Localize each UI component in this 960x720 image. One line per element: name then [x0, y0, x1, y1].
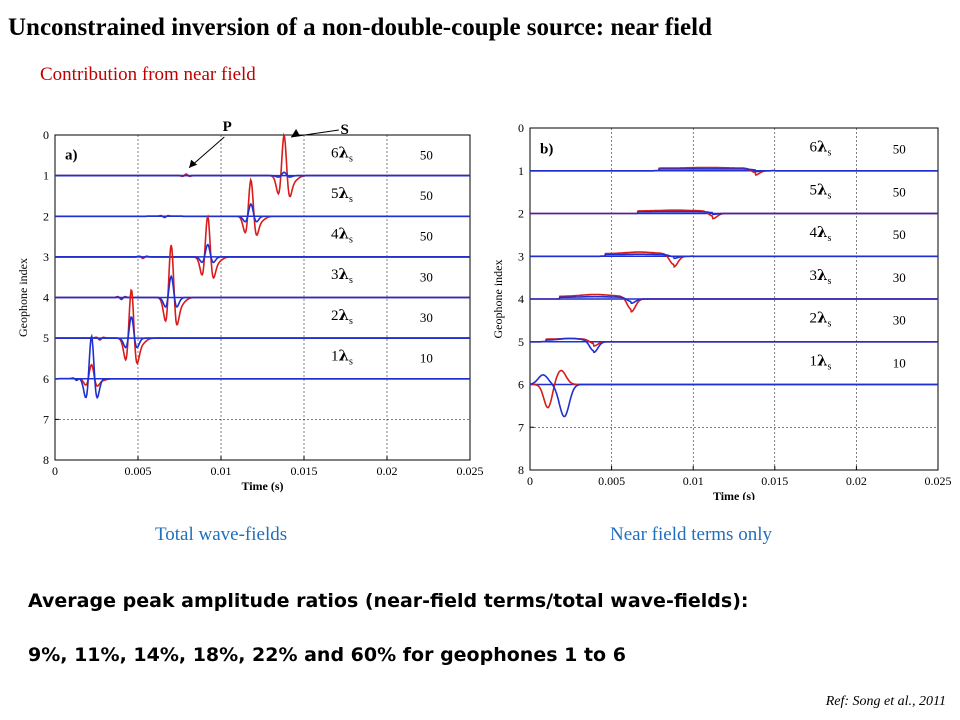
y-tick-label: 4 — [518, 292, 524, 306]
scale-label: 10 — [420, 351, 433, 366]
scale-label: 30 — [420, 310, 433, 325]
red-trace — [55, 132, 470, 198]
p-wave-label: P — [223, 119, 232, 135]
distance-label: 4λs — [809, 223, 831, 244]
distance-label: 3λs — [809, 266, 831, 287]
x-tick-label: 0.02 — [377, 464, 398, 478]
x-axis-label: Time (s) — [713, 489, 755, 500]
blue-trace — [55, 274, 470, 308]
slide-title: Unconstrained inversion of a non-double-… — [8, 14, 712, 41]
summary-line-1: Average peak amplitude ratios (near-fiel… — [28, 590, 749, 612]
blue-trace — [55, 243, 470, 264]
scale-label: 50 — [893, 142, 906, 157]
blue-trace — [55, 333, 470, 400]
p-arrow — [188, 136, 225, 169]
y-tick-label: 8 — [518, 463, 524, 477]
reference-text: Ref: Song et al., 2011 — [825, 694, 946, 709]
y-axis-label: Geophone index — [491, 260, 505, 339]
y-tick-label: 4 — [43, 291, 49, 305]
summary-line-2: 9%, 11%, 14%, 18%, 22% and 60% for geoph… — [28, 644, 626, 666]
y-axis-label: Geophone index — [16, 258, 30, 337]
distance-label: 6λs — [809, 138, 831, 159]
red-trace — [530, 369, 938, 409]
x-tick-label: 0 — [52, 464, 58, 478]
y-tick-label: 6 — [43, 372, 49, 386]
y-tick-label: 0 — [43, 128, 49, 142]
blue-trace — [55, 202, 470, 223]
distance-label: 5λs — [331, 184, 353, 205]
distance-label: 2λs — [809, 309, 831, 330]
distance-label: 3λs — [331, 265, 353, 286]
y-tick-label: 3 — [518, 249, 524, 263]
blue-trace — [529, 374, 938, 418]
scale-label: 30 — [893, 313, 906, 328]
y-tick-label: 7 — [43, 412, 49, 426]
distance-label: 5λs — [809, 180, 831, 201]
caption-total-wavefields: Total wave-fields — [155, 524, 288, 545]
distance-label: 1λs — [809, 351, 831, 372]
panel-label: b) — [540, 142, 553, 158]
red-trace — [55, 363, 470, 387]
x-tick-label: 0.015 — [761, 474, 788, 488]
scale-label: 50 — [420, 229, 433, 244]
blue-trace — [530, 337, 938, 354]
y-tick-label: 3 — [43, 250, 49, 264]
x-tick-label: 0.01 — [211, 464, 232, 478]
x-axis-label: Time (s) — [241, 479, 283, 493]
blue-trace — [55, 316, 470, 349]
y-tick-label: 2 — [518, 207, 524, 221]
x-tick-label: 0.01 — [683, 474, 704, 488]
scale-label: 50 — [893, 184, 906, 199]
x-tick-label: 0.025 — [925, 474, 952, 488]
total-wavefield-plot: 0 0.005 0.01 0.015 0.02 0.025 0 1 2 3 4 5 6 7 8 Time (s… — [16, 119, 484, 493]
y-tick-label: 5 — [43, 331, 49, 345]
red-trace — [55, 214, 470, 280]
scale-label: 10 — [893, 355, 906, 370]
y-tick-label: 7 — [518, 420, 524, 434]
y-tick-label: 1 — [43, 169, 49, 183]
scale-label: 50 — [420, 188, 433, 203]
red-trace — [55, 288, 470, 366]
y-tick-label: 5 — [518, 335, 524, 349]
scale-label: 30 — [420, 269, 433, 284]
distance-label: 2λs — [331, 306, 353, 327]
caption-near-field: Near field terms only — [610, 524, 772, 545]
red-trace — [530, 251, 938, 269]
scale-label: 50 — [420, 147, 433, 162]
distance-label: 1λs — [331, 346, 353, 367]
blue-trace — [530, 295, 938, 304]
near-field-plot: 0 0.005 0.01 0.015 0.02 0.025 0 1 2 3 4 5 6 7 8 Time (s… — [491, 121, 952, 500]
x-tick-label: 0.025 — [457, 464, 484, 478]
x-tick-label: 0 — [527, 474, 533, 488]
scale-label: 30 — [893, 270, 906, 285]
red-trace — [530, 209, 938, 220]
near-field-subtitle: Contribution from near field — [40, 64, 256, 85]
blue-trace — [530, 168, 938, 173]
y-tick-label: 6 — [518, 378, 524, 392]
blue-trace — [530, 210, 938, 216]
x-tick-label: 0.005 — [125, 464, 152, 478]
p-arrow-head — [189, 159, 198, 168]
y-tick-label: 1 — [518, 164, 524, 178]
y-tick-label: 8 — [43, 453, 49, 467]
distance-label: 6λs — [331, 143, 353, 164]
y-tick-label: 2 — [43, 209, 49, 223]
panel-label: a) — [65, 147, 78, 163]
y-tick-label: 0 — [518, 121, 524, 135]
x-tick-label: 0.02 — [846, 474, 867, 488]
x-tick-label: 0.005 — [598, 474, 625, 488]
s-arrow-head — [291, 129, 301, 138]
distance-label: 4λs — [331, 225, 353, 246]
x-tick-label: 0.015 — [291, 464, 318, 478]
red-trace — [55, 177, 470, 237]
blue-trace — [530, 253, 938, 260]
s-wave-label: S — [341, 122, 349, 138]
scale-label: 50 — [893, 227, 906, 242]
